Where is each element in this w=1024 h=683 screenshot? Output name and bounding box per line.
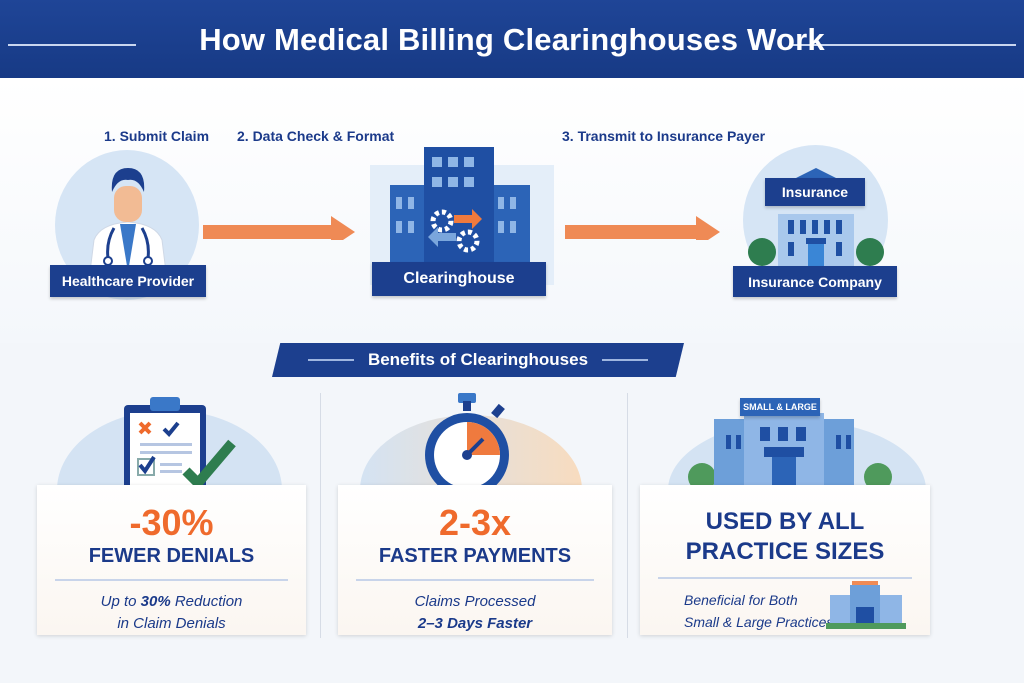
provider-label: Healthcare Provider xyxy=(50,265,206,297)
desc-bold: 2–3 Days Faster xyxy=(417,615,533,632)
stat-headline: FEWER DENIALS xyxy=(88,545,255,567)
benefit-card-practice-sizes: USED BY ALL PRACTICE SIZES Beneficial fo… xyxy=(640,485,930,635)
banner-rule-right xyxy=(602,359,649,361)
desc-text: Up to xyxy=(100,593,141,610)
card-separator xyxy=(356,579,594,581)
step-3-label: 3. Transmit to Insurance Payer xyxy=(562,128,766,144)
desc-text: Beneficial for Both xyxy=(684,592,798,608)
insurance-sign: Insurance xyxy=(765,178,865,206)
card-description: Beneficial for Both Small & Large Practic… xyxy=(640,589,930,633)
doctor-icon xyxy=(89,168,167,272)
arrow-right-icon xyxy=(565,216,720,240)
clearinghouse-building-icon xyxy=(390,147,530,265)
card-description: Up to 30% Reduction in Claim Denials xyxy=(37,591,306,635)
card-description: Claims Processed 2–3 Days Faster xyxy=(338,591,612,635)
column-divider xyxy=(320,393,321,638)
stat-value: -30% xyxy=(129,502,214,543)
card-separator xyxy=(658,577,912,579)
stat-headline: FASTER PAYMENTS xyxy=(378,545,572,567)
clearinghouse-label: Clearinghouse xyxy=(372,262,546,296)
card-separator xyxy=(55,579,288,581)
desc-bold: 30% xyxy=(140,593,171,610)
benefit-card-denials: -30% FEWER DENIALS Up to 30% Reduction in… xyxy=(37,485,306,635)
desc-text: Small & Large Practices xyxy=(684,614,834,630)
insurance-label: Insurance Company xyxy=(733,266,897,297)
size-sign: SMALL & LARGE xyxy=(740,398,820,416)
desc-text: in Claim Denials xyxy=(117,615,226,632)
step-1-label: 1. Submit Claim xyxy=(104,128,210,144)
title-rule-right xyxy=(790,44,1016,46)
insurance-building-icon xyxy=(748,168,884,270)
header-band xyxy=(0,0,1024,78)
desc-text: Reduction xyxy=(170,593,243,610)
stat-value: 2-3x xyxy=(438,502,512,543)
step-2-label: 2. Data Check & Format xyxy=(237,128,395,144)
page-title: How Medical Billing Clearinghouses Work xyxy=(199,22,825,57)
column-divider xyxy=(627,393,628,638)
benefit-card-payments: 2-3x FASTER PAYMENTS Claims Processed 2–3… xyxy=(338,485,612,635)
clipboard-checklist-icon xyxy=(124,397,236,491)
stopwatch-icon xyxy=(425,393,509,497)
headline-line-1: USED BY ALL xyxy=(705,508,865,535)
benefits-title: Benefits of Clearinghouses xyxy=(367,350,589,369)
desc-text: Claims Processed xyxy=(414,593,536,610)
title-rule-left xyxy=(8,44,136,46)
benefits-banner: Benefits of Clearinghouses xyxy=(272,343,684,377)
practice-building-icon xyxy=(688,413,892,493)
small-clinic-icon xyxy=(826,581,906,629)
arrow-right-icon xyxy=(203,216,355,240)
headline-line-2: PRACTICE SIZES xyxy=(685,538,885,565)
banner-rule-left xyxy=(307,359,354,361)
